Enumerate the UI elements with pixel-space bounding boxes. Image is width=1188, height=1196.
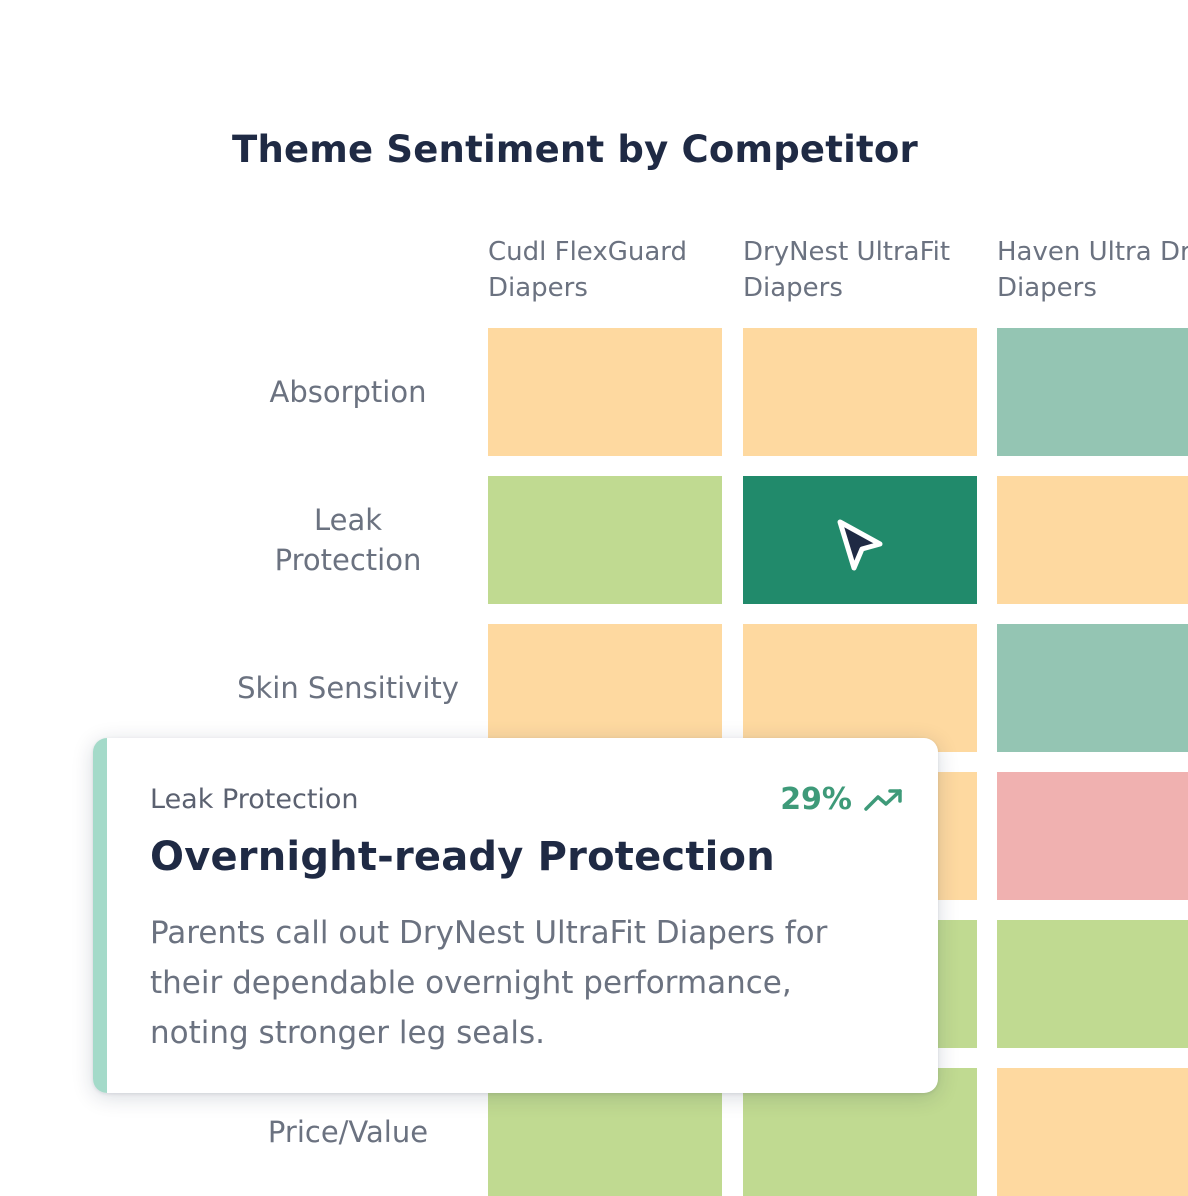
mouse-cursor-icon [837,519,883,571]
heatmap-cell[interactable] [997,1068,1188,1196]
heatmap-cell[interactable] [488,328,722,456]
heatmap-cell[interactable] [488,476,722,604]
insight-tooltip-card: Leak Protection 29% Overnight-ready Prot… [93,738,938,1093]
heatmap-cell[interactable] [743,624,977,752]
tooltip-title: Overnight-ready Protection [150,834,775,880]
tooltip-change-value: 29% [780,782,852,817]
heatmap-cell[interactable] [488,624,722,752]
row-label: Absorption [269,375,427,409]
heatmap-cell[interactable] [997,772,1188,900]
row-label: Price/Value [267,1115,429,1149]
chart-title: Theme Sentiment by Competitor [232,128,918,171]
tooltip-change: 29% [780,782,904,817]
row-label: Skin Sensitivity [237,671,459,705]
heatmap-cell[interactable] [997,476,1188,604]
column-header: Cudl FlexGuard Diapers [488,237,688,303]
card-accent-bar [93,738,107,1093]
heatmap-cell[interactable] [997,920,1188,1048]
heatmap-cell[interactable] [997,328,1188,456]
tooltip-category: Leak Protection [150,784,359,815]
heatmap-cell[interactable] [743,328,977,456]
row-label: Leak Protection [274,503,422,577]
tooltip-body: Parents call out DryNest UltraFit Diaper… [150,915,828,1051]
column-header: DryNest UltraFit Diapers [743,237,951,303]
trend-up-icon [864,788,902,811]
column-header: Haven Ultra Dry Diapers [997,237,1188,303]
heatmap-cell[interactable] [997,624,1188,752]
